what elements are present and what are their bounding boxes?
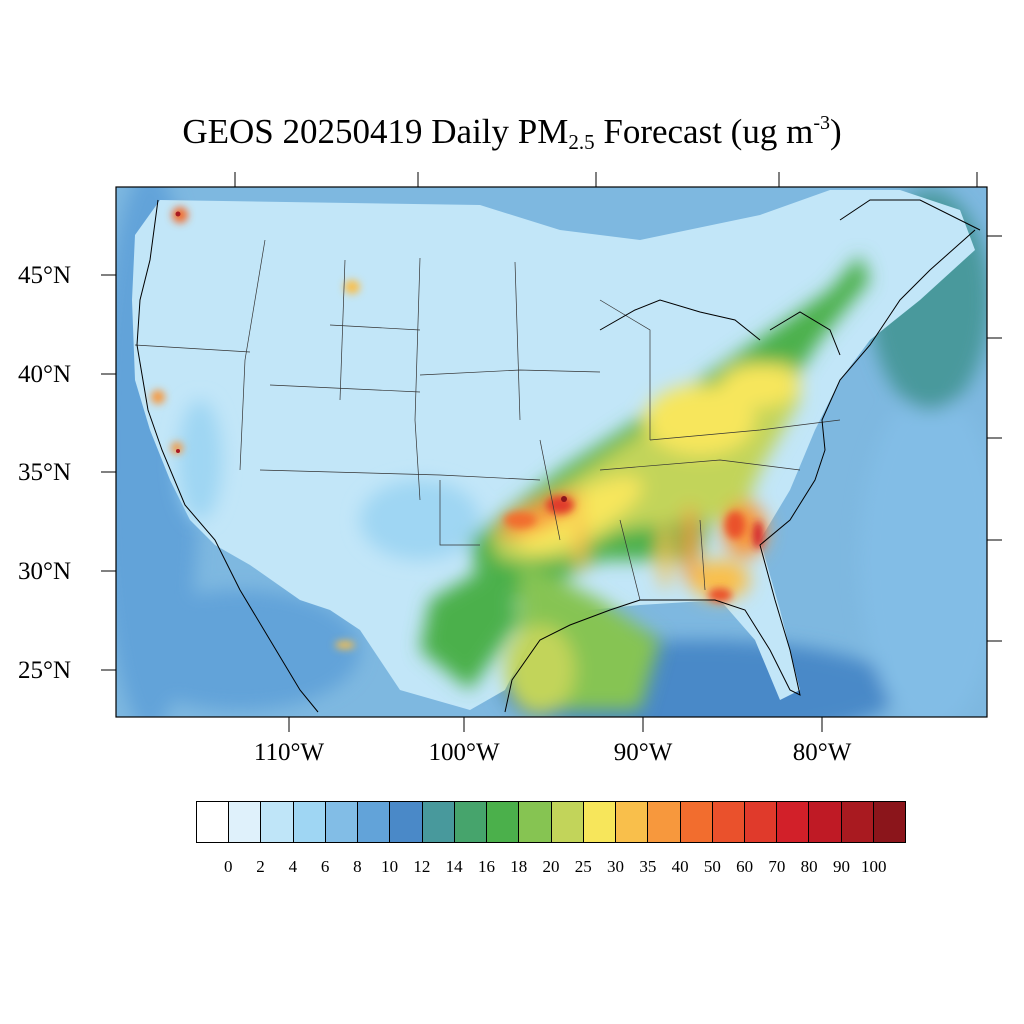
title-subscript: 2.5 xyxy=(568,130,595,154)
colorbar-tick-label: 50 xyxy=(703,857,721,876)
colorbar-tick-label: 80 xyxy=(800,857,818,876)
colorbar-cell xyxy=(840,802,873,842)
colorbar-tick-label: 35 xyxy=(639,857,657,876)
colorbar-tick-label: 2 xyxy=(256,857,265,876)
concentration-field xyxy=(116,187,987,717)
colorbar-tick-label: 25 xyxy=(574,857,592,876)
colorbar-cell xyxy=(421,802,454,842)
map-frame xyxy=(115,186,988,718)
hotspots xyxy=(151,207,763,649)
title-suffix: ) xyxy=(829,112,842,151)
lat-label-35n: 35°N xyxy=(18,459,72,486)
colorbar-tick-label: 8 xyxy=(353,857,362,876)
title-superscript: -3 xyxy=(813,112,830,134)
colorbar-cell xyxy=(711,802,744,842)
colorbar-tick-label: 100 xyxy=(860,857,887,876)
colorbar-cell xyxy=(615,802,648,842)
colorbar-cell xyxy=(324,802,358,842)
colorbar-cell xyxy=(647,802,680,842)
colorbar-cell xyxy=(486,802,519,842)
map-title: GEOS 20250419 Daily PM2.5 Forecast (ug m… xyxy=(0,112,1024,154)
colorbar-cell xyxy=(197,802,229,842)
colorbar-cell xyxy=(679,802,712,842)
colorbar-tick-label: 0 xyxy=(224,857,233,876)
colorbar-tick-label: 16 xyxy=(477,857,495,876)
colorbar-tick-label: 14 xyxy=(445,857,463,876)
colorbar-cell xyxy=(872,802,906,842)
coastlines xyxy=(136,199,981,713)
colorbar-tick-label: 6 xyxy=(320,857,330,876)
colorbar-tick-label: 70 xyxy=(768,857,786,876)
colorbar-cell xyxy=(389,802,422,842)
colorbar-cell xyxy=(743,802,777,842)
colorbar-cell xyxy=(518,802,551,842)
lat-label-25n: 25°N xyxy=(18,657,72,684)
lon-label-110w: 110°W xyxy=(253,739,325,766)
colorbar-tick-label: 60 xyxy=(736,857,754,876)
colorbar-tick-label: 40 xyxy=(671,857,689,876)
lon-label-80w: 80°W xyxy=(792,739,852,766)
colorbar-cell xyxy=(260,802,293,842)
colorbar-tick-label: 12 xyxy=(413,857,431,876)
lat-label-45n: 45°N xyxy=(18,262,72,289)
lat-label-30n: 30°N xyxy=(18,558,72,585)
colorbar-tick-label: 4 xyxy=(288,857,298,876)
lon-label-90w: 90°W xyxy=(613,739,673,766)
colorbar-cell xyxy=(228,802,261,842)
colorbar-tick-label: 18 xyxy=(510,857,528,876)
lon-label-100w: 100°W xyxy=(428,739,500,766)
colorbar-tick-label: 10 xyxy=(381,857,399,876)
colorbar-tick-label: 20 xyxy=(542,857,560,876)
colorbar-cell xyxy=(808,802,841,842)
colorbar-cell xyxy=(550,802,583,842)
colorbar xyxy=(196,801,906,843)
colorbar-cell xyxy=(292,802,325,842)
colorbar-cell xyxy=(582,802,616,842)
lat-label-40n: 40°N xyxy=(18,361,72,388)
colorbar-cell xyxy=(357,802,390,842)
colorbar-tick-label: 30 xyxy=(607,857,625,876)
title-prefix: GEOS 20250419 Daily PM xyxy=(182,112,569,151)
state-boundaries xyxy=(134,239,841,601)
axis-ticks xyxy=(101,172,1002,732)
title-middle: Forecast (ug m xyxy=(594,112,814,151)
colorbar-cell xyxy=(776,802,809,842)
colorbar-tick-label: 90 xyxy=(832,857,850,876)
colorbar-cell xyxy=(453,802,487,842)
